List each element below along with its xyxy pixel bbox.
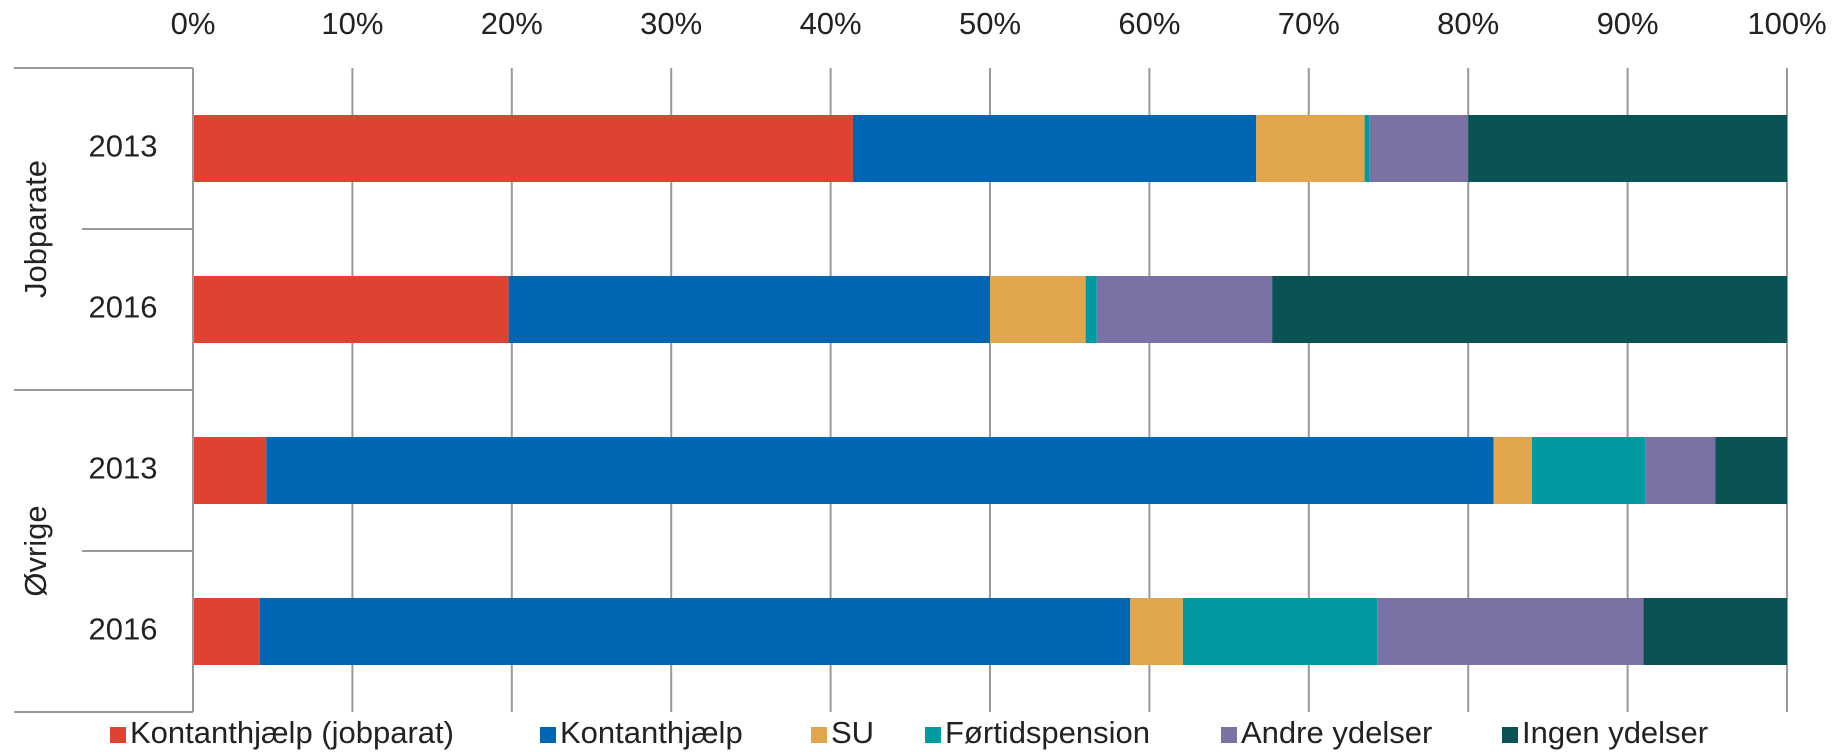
bar-segment [266, 437, 1494, 504]
y-tick-label: 2016 [89, 290, 158, 325]
y-tick-label: 2013 [89, 451, 158, 486]
legend-label: Førtidspension [945, 715, 1150, 750]
legend-swatch [1221, 727, 1237, 743]
x-tick-label: 10% [321, 6, 383, 41]
bar-segment [508, 276, 990, 343]
bar-segment [1468, 115, 1787, 182]
group-label: Jobparate [18, 160, 53, 298]
bar-segment [1272, 276, 1787, 343]
bar-segment [1256, 115, 1365, 182]
x-tick-label: 20% [481, 6, 543, 41]
bar-segment [1085, 276, 1097, 343]
legend-item: Andre ydelser [1221, 715, 1432, 750]
bar-segment [259, 598, 1131, 665]
legend-item: Kontanthjælp (jobparat) [110, 715, 454, 750]
bar-segment [1096, 276, 1273, 343]
legend-swatch [1502, 727, 1518, 743]
legend-swatch [925, 727, 941, 743]
bar-segment [193, 598, 260, 665]
bar-segment [193, 437, 267, 504]
bar-segment [1645, 437, 1716, 504]
legend-label: Andre ydelser [1241, 715, 1432, 750]
x-tick-label: 80% [1437, 6, 1499, 41]
legend-item: SU [811, 715, 874, 750]
legend-item: Ingen ydelser [1502, 715, 1708, 750]
x-tick-label: 50% [959, 6, 1021, 41]
legend-label: Kontanthjælp [560, 715, 743, 750]
legend-label: Ingen ydelser [1522, 715, 1708, 750]
legend-label: Kontanthjælp (jobparat) [130, 715, 454, 750]
legend-item: Førtidspension [925, 715, 1150, 750]
x-tick-label: 60% [1118, 6, 1180, 41]
bar-segment [1364, 115, 1370, 182]
bar-segment [1377, 598, 1644, 665]
y-tick-label: 2016 [89, 612, 158, 647]
bar-segment [193, 276, 509, 343]
legend-label: SU [831, 715, 874, 750]
y-tick-label: 2013 [89, 129, 158, 164]
bar-segment [1531, 437, 1646, 504]
x-tick-label: 70% [1278, 6, 1340, 41]
x-tick-label: 40% [800, 6, 862, 41]
legend-item: Kontanthjælp [540, 715, 743, 750]
x-tick-label: 30% [640, 6, 702, 41]
bar-segment [193, 115, 853, 182]
x-tick-label: 90% [1597, 6, 1659, 41]
legend-swatch [540, 727, 556, 743]
group-label: Øvrige [18, 505, 53, 596]
bar-segment [1493, 437, 1532, 504]
bar-segment [990, 276, 1086, 343]
legend-swatch [110, 727, 126, 743]
bar-segment [1182, 598, 1378, 665]
bar-segment [1715, 437, 1787, 504]
x-tick-label: 0% [171, 6, 216, 41]
bar-segment [1130, 598, 1183, 665]
bar-segment [1643, 598, 1787, 665]
bar-segment [1369, 115, 1469, 182]
x-tick-label: 100% [1747, 6, 1826, 41]
bar-segment [852, 115, 1257, 182]
legend-swatch [811, 727, 827, 743]
